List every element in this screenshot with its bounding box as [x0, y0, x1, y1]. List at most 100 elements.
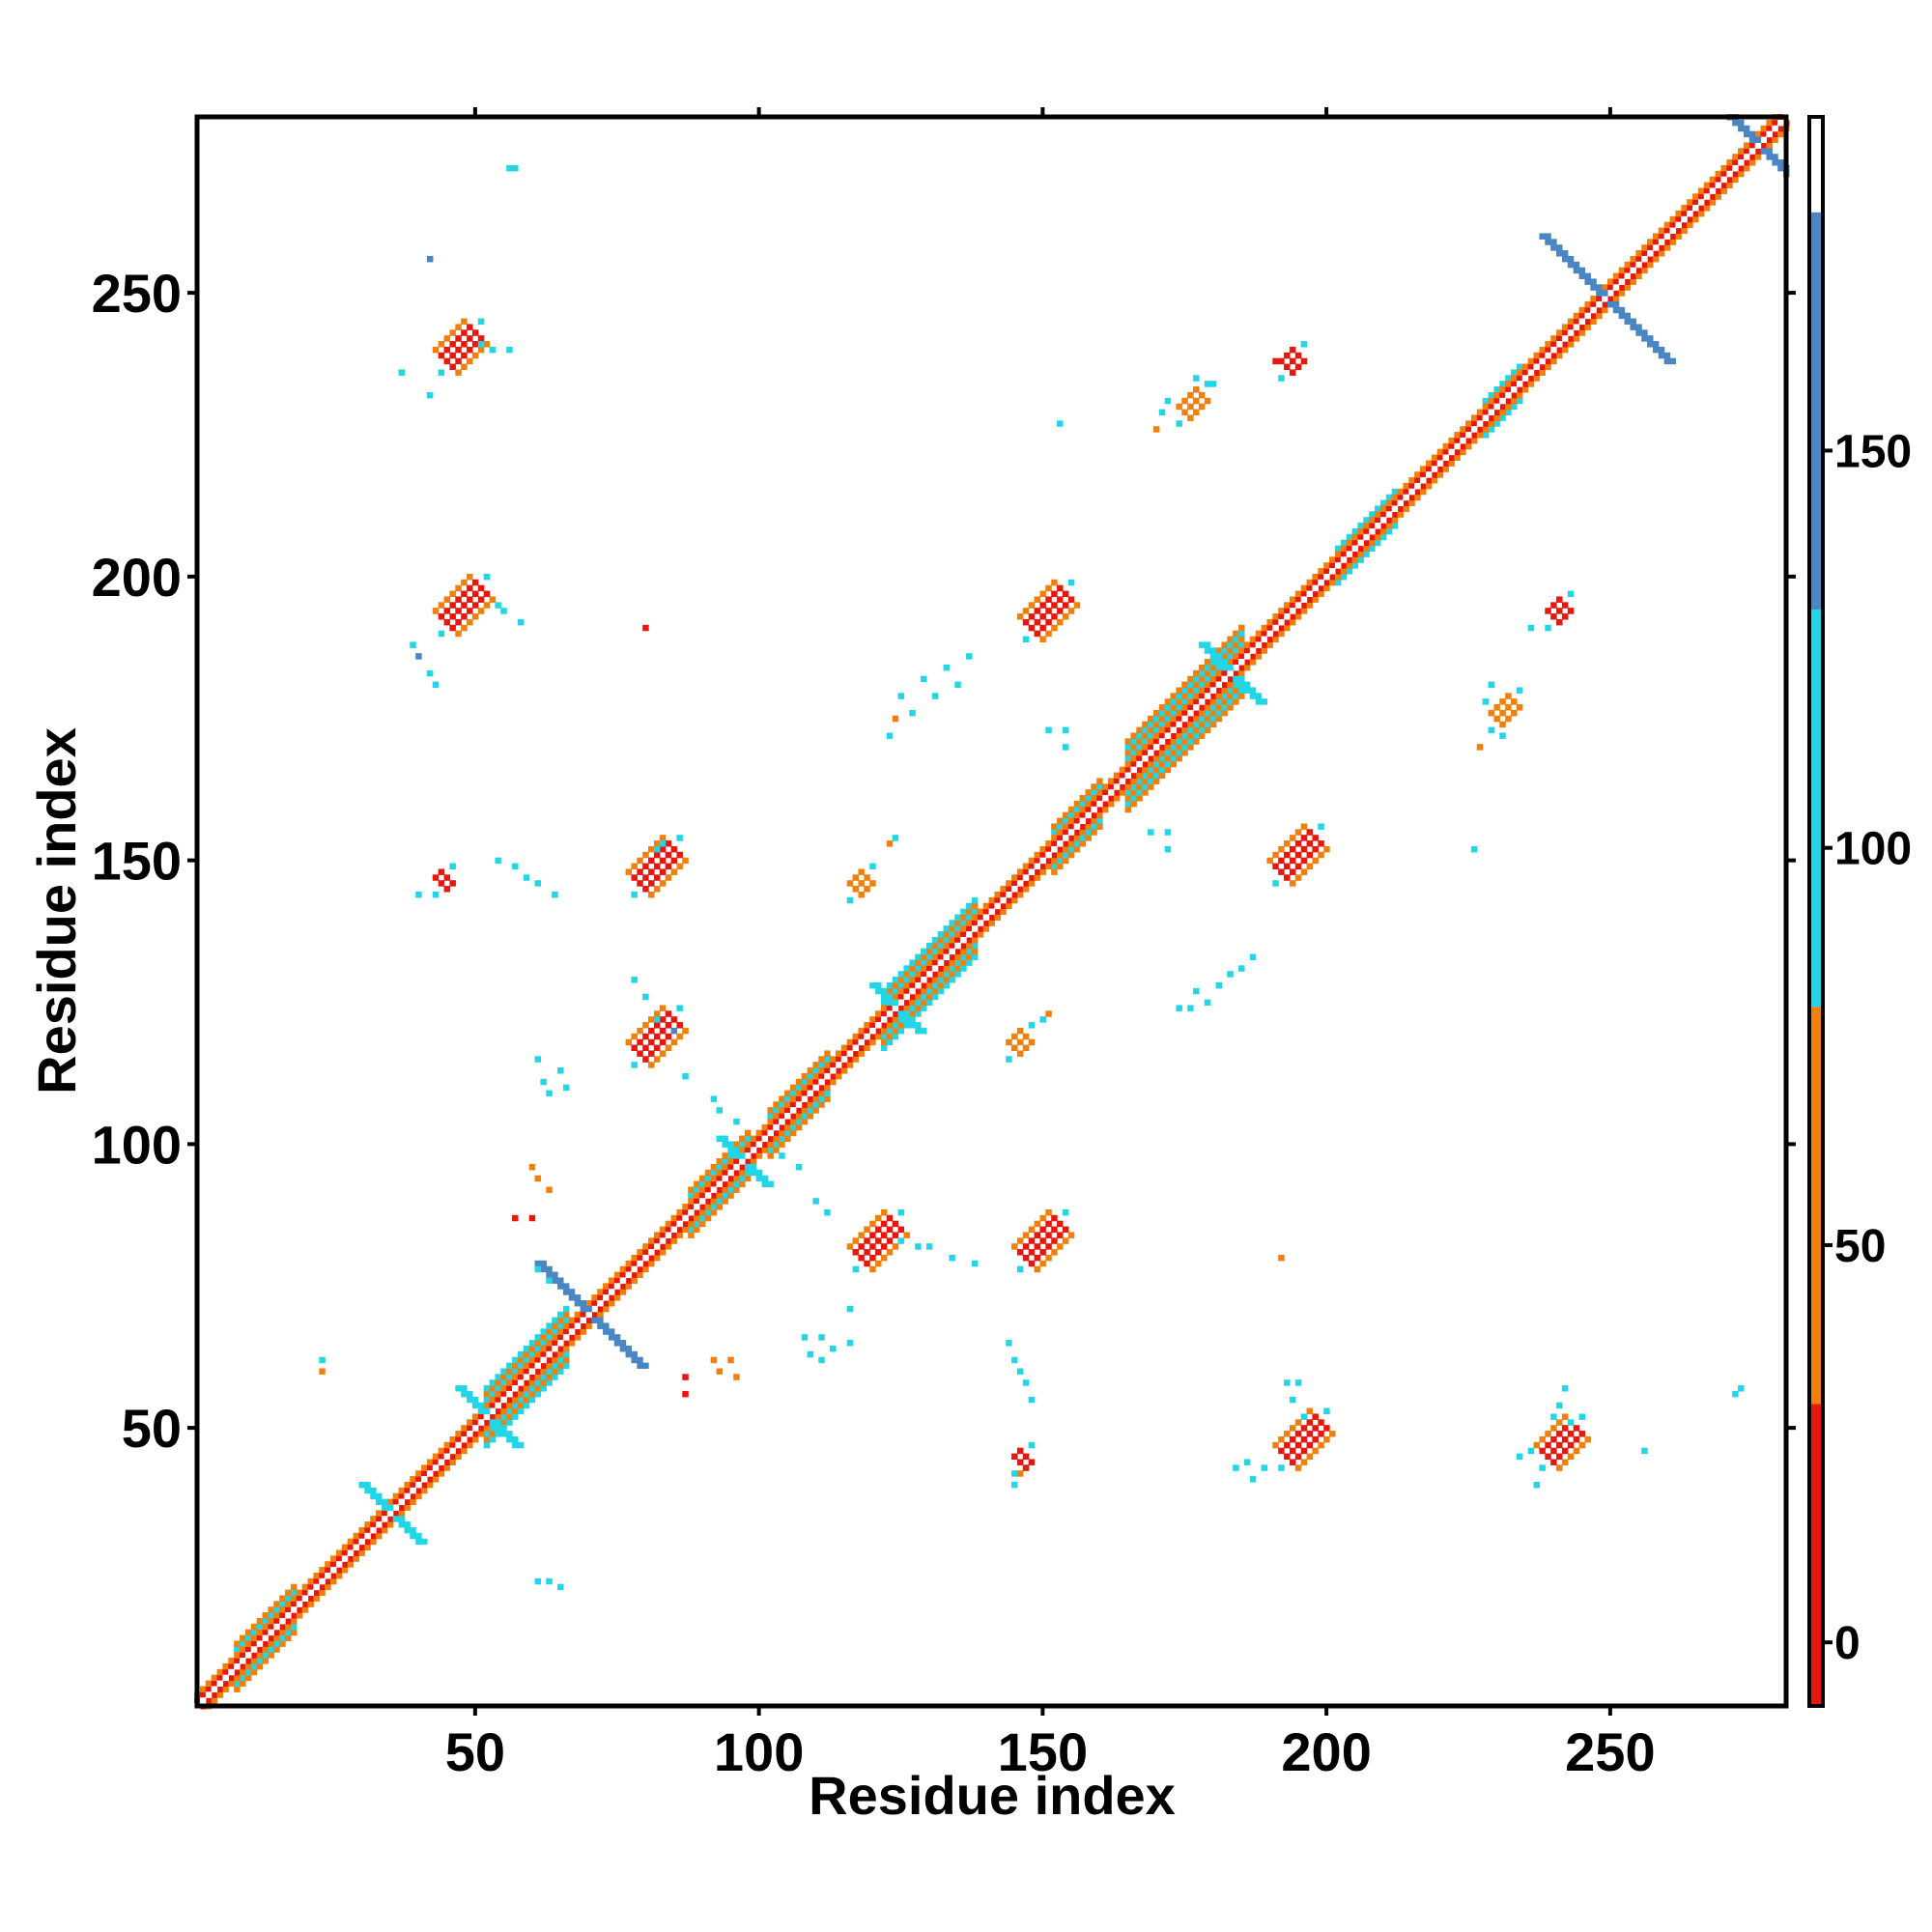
- diagonal-cell: [801, 1084, 809, 1092]
- diagonal-cell: [773, 1118, 780, 1125]
- contact-cell: [1556, 1419, 1563, 1426]
- cross-cell: [625, 1350, 633, 1358]
- diagonal-cell: [915, 987, 922, 995]
- helix-cell: [1209, 669, 1217, 677]
- contact-cell: [897, 1226, 905, 1234]
- helix-cell: [483, 1390, 491, 1398]
- diagonal-cell: [1550, 357, 1557, 365]
- diagonal-cell: [585, 1311, 592, 1319]
- helix-cell: [483, 1441, 491, 1449]
- diagonal-cell: [471, 1431, 479, 1437]
- helix-cell: [966, 914, 973, 921]
- contact-cell: [1193, 386, 1200, 393]
- helix-cell: [1357, 523, 1364, 529]
- diagonal-cell: [943, 948, 951, 955]
- diagonal-cell: [455, 1441, 462, 1449]
- diagonal-cell: [1436, 471, 1444, 478]
- contact-cell: [1289, 857, 1296, 865]
- diagonal-cell: [568, 1340, 576, 1347]
- cross-cell: [574, 1299, 582, 1307]
- diagonal-cell: [341, 1549, 349, 1556]
- contact-cell: [1193, 397, 1200, 405]
- diagonal-cell: [869, 1016, 876, 1023]
- diagonal-cell: [1630, 255, 1636, 263]
- contact-cell: [449, 863, 456, 870]
- cross-cell: [580, 1305, 587, 1313]
- cross-cell: [755, 1175, 763, 1182]
- contact-cell: [1550, 1459, 1557, 1465]
- diagonal-cell: [1057, 845, 1064, 853]
- diagonal-cell: [1663, 239, 1671, 245]
- diagonal-cell: [1675, 210, 1682, 217]
- scatter-cell: [398, 369, 406, 376]
- diagonal-cell: [313, 1577, 320, 1585]
- diagonal-cell: [801, 1107, 809, 1114]
- diagonal-cell: [795, 1107, 803, 1114]
- helix-cell: [523, 1350, 530, 1358]
- helix-cell: [1170, 744, 1178, 751]
- diagonal-cell: [216, 1668, 224, 1676]
- diagonal-cell: [307, 1583, 315, 1591]
- diagonal-cell: [1016, 886, 1024, 893]
- diagonal-cell: [864, 1027, 870, 1035]
- helix-cell: [1057, 823, 1064, 830]
- cross-cell: [1227, 664, 1234, 671]
- cross-cell: [1606, 300, 1614, 308]
- diagonal-cell: [1113, 789, 1121, 796]
- contact-cell: [1493, 704, 1500, 711]
- contact-cell: [1067, 596, 1075, 603]
- diagonal-cell: [495, 1390, 501, 1398]
- contact-cell: [1284, 1441, 1291, 1449]
- diagonal-cell: [325, 1567, 331, 1574]
- diagonal-cell: [319, 1577, 326, 1585]
- diagonal-cell: [296, 1595, 303, 1602]
- helix-cell: [688, 1232, 695, 1238]
- helix-cell: [1181, 732, 1188, 739]
- diagonal-cell: [222, 1668, 229, 1676]
- helix-cell: [1062, 817, 1069, 825]
- helix-cell: [1124, 738, 1132, 745]
- diagonal-cell: [807, 1078, 814, 1086]
- helix-cell: [789, 1084, 797, 1092]
- helix-cell: [489, 1435, 497, 1443]
- contact-cell: [880, 1243, 888, 1250]
- contact-cell: [449, 341, 456, 348]
- contact-cell: [1545, 608, 1551, 614]
- cross-cell: [1233, 675, 1239, 683]
- helix-cell: [500, 1413, 507, 1420]
- diagonal-cell: [824, 1084, 831, 1092]
- helix-cell: [937, 977, 945, 983]
- diagonal-cell: [1148, 760, 1154, 768]
- diagonal-cell: [1777, 119, 1784, 127]
- contact-cell: [449, 880, 456, 887]
- contact-cell: [631, 1062, 638, 1068]
- diagonal-cell: [506, 1379, 513, 1386]
- contact-cell: [1556, 1464, 1563, 1471]
- diagonal-cell: [1278, 624, 1285, 632]
- helix-cell: [1193, 669, 1200, 677]
- diagonal-cell: [1289, 613, 1296, 620]
- scatter-cell: [534, 1175, 542, 1182]
- diagonal-cell: [1635, 255, 1642, 263]
- diagonal-cell: [211, 1691, 218, 1698]
- diagonal-cell: [1278, 630, 1285, 638]
- diagonal-cell: [1340, 556, 1348, 563]
- diagonal-cell: [301, 1601, 309, 1607]
- helix-cell: [1334, 579, 1342, 586]
- helix-cell: [234, 1646, 241, 1653]
- cross-cell: [1635, 329, 1642, 336]
- diagonal-cell: [290, 1595, 298, 1602]
- diagonal-cell: [557, 1334, 564, 1341]
- diagonal-cell: [1692, 205, 1699, 212]
- contact-cell: [1306, 851, 1314, 859]
- scatter-cell: [1039, 1016, 1046, 1023]
- cross-cell: [568, 1294, 576, 1301]
- diagonal-cell: [1715, 193, 1722, 200]
- diagonal-cell: [273, 1634, 280, 1642]
- helix-cell: [915, 965, 922, 972]
- contact-cell: [438, 352, 445, 359]
- diagonal-cell: [410, 1487, 416, 1494]
- diagonal-cell: [1016, 868, 1024, 875]
- helix-cell: [483, 1396, 491, 1404]
- helix-cell: [773, 1107, 780, 1114]
